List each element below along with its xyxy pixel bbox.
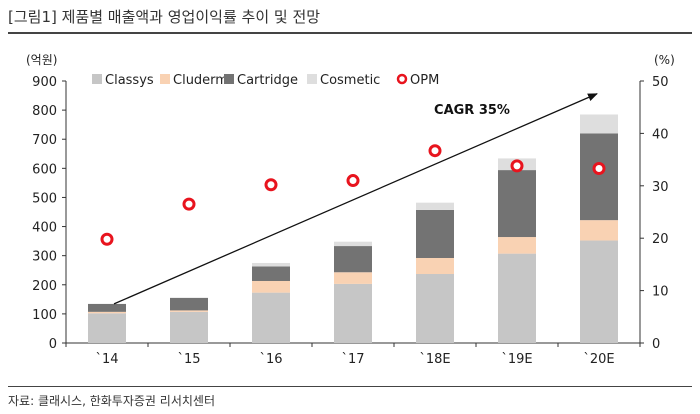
cagr-annotation: CAGR 35% <box>434 103 510 118</box>
source-note: 자료: 클래시스, 한화투자증권 리서치센터 <box>8 394 215 408</box>
bar-classys <box>580 240 618 343</box>
bar-cosmetic <box>252 262 290 267</box>
bar-cartridge <box>170 297 208 311</box>
y-tick-label-right: 30 <box>652 180 669 195</box>
y-tick-label-left: 700 <box>32 133 57 148</box>
title-rule <box>8 32 692 34</box>
y-tick-label-left: 900 <box>32 75 57 90</box>
bar-cosmetic <box>334 241 372 247</box>
y-tick-label-right: 40 <box>652 127 669 142</box>
opm-point <box>428 144 442 158</box>
bar-cluderm <box>498 237 536 254</box>
y-tick-label-left: 200 <box>32 279 57 294</box>
opm-point <box>510 159 524 173</box>
bar-classys <box>170 311 208 343</box>
bar-cluderm <box>334 272 372 284</box>
y-tick-label-left: 400 <box>32 221 57 236</box>
opm-point <box>592 162 606 176</box>
x-tick-label: `20E <box>583 352 614 367</box>
legend-label-cartridge: Cartridge <box>237 73 298 88</box>
legend-swatch-cartridge <box>224 74 234 84</box>
x-tick-label: `14 <box>95 352 118 367</box>
x-tick-label: `17 <box>341 352 364 367</box>
opm-markers <box>100 144 606 246</box>
cagr-arrow <box>113 93 598 305</box>
bar-cluderm <box>580 220 618 241</box>
legend-label-opm: OPM <box>410 73 439 88</box>
bar-classys <box>498 253 536 343</box>
y-axis-label-right: (%) <box>654 53 675 67</box>
legend-label-cluderm: Cluderm <box>173 73 228 88</box>
x-tick-label: `16 <box>259 352 282 367</box>
bar-cartridge <box>88 303 126 312</box>
opm-point <box>264 178 278 192</box>
figure-title: [그림1] 제품별 매출액과 영업이익률 추이 및 전망 <box>8 8 321 26</box>
bars <box>88 114 618 343</box>
bar-cosmetic <box>580 114 618 134</box>
y-tick-label-left: 600 <box>32 162 57 177</box>
legend-swatch-classys <box>92 74 102 84</box>
bar-cluderm <box>88 311 126 314</box>
bar-cosmetic <box>416 202 454 210</box>
bar-cartridge <box>334 246 372 273</box>
legend-label-cosmetic: Cosmetic <box>320 73 380 88</box>
legend-swatch-cluderm <box>160 74 170 84</box>
bar-cluderm <box>416 257 454 275</box>
bar-cartridge <box>252 266 290 281</box>
bar-cartridge <box>580 133 618 221</box>
source-rule <box>8 386 692 387</box>
y-tick-label-left: 100 <box>32 308 57 323</box>
bar-cluderm <box>170 310 208 312</box>
bar-cartridge <box>416 209 454 258</box>
bar-classys <box>252 292 290 343</box>
bar-cluderm <box>252 280 290 293</box>
opm-point <box>100 232 114 246</box>
bar-classys <box>88 313 126 343</box>
y-tick-label-right: 0 <box>652 337 660 352</box>
trend: CAGR 35% <box>113 93 598 305</box>
bar-classys <box>334 283 372 343</box>
bar-cartridge <box>498 170 536 238</box>
x-tick-label: `19E <box>501 352 532 367</box>
x-tick-label: `15 <box>177 352 200 367</box>
y-tick-label-right: 10 <box>652 285 669 300</box>
y-tick-label-right: 50 <box>652 75 669 90</box>
x-tick-label: `18E <box>419 352 450 367</box>
y-tick-label-right: 20 <box>652 232 669 247</box>
y-axis-label-left: (억원) <box>26 53 57 67</box>
y-tick-label-left: 500 <box>32 191 57 206</box>
y-tick-label-left: 0 <box>49 337 57 352</box>
y-tick-label-left: 300 <box>32 250 57 265</box>
legend-marker-opm <box>396 73 408 85</box>
bar-classys <box>416 274 454 343</box>
y-tick-label-left: 800 <box>32 104 57 119</box>
legend-swatch-cosmetic <box>307 74 317 84</box>
opm-point <box>182 197 196 211</box>
axes: 0 100 200 300 400 500 600 700 800 900 0 10 20 30 40 50 (… <box>26 53 675 367</box>
legend: Classys Cluderm Cartridge Cosmetic OPM <box>92 73 439 88</box>
opm-point <box>346 174 360 188</box>
legend-label-classys: Classys <box>105 73 154 88</box>
